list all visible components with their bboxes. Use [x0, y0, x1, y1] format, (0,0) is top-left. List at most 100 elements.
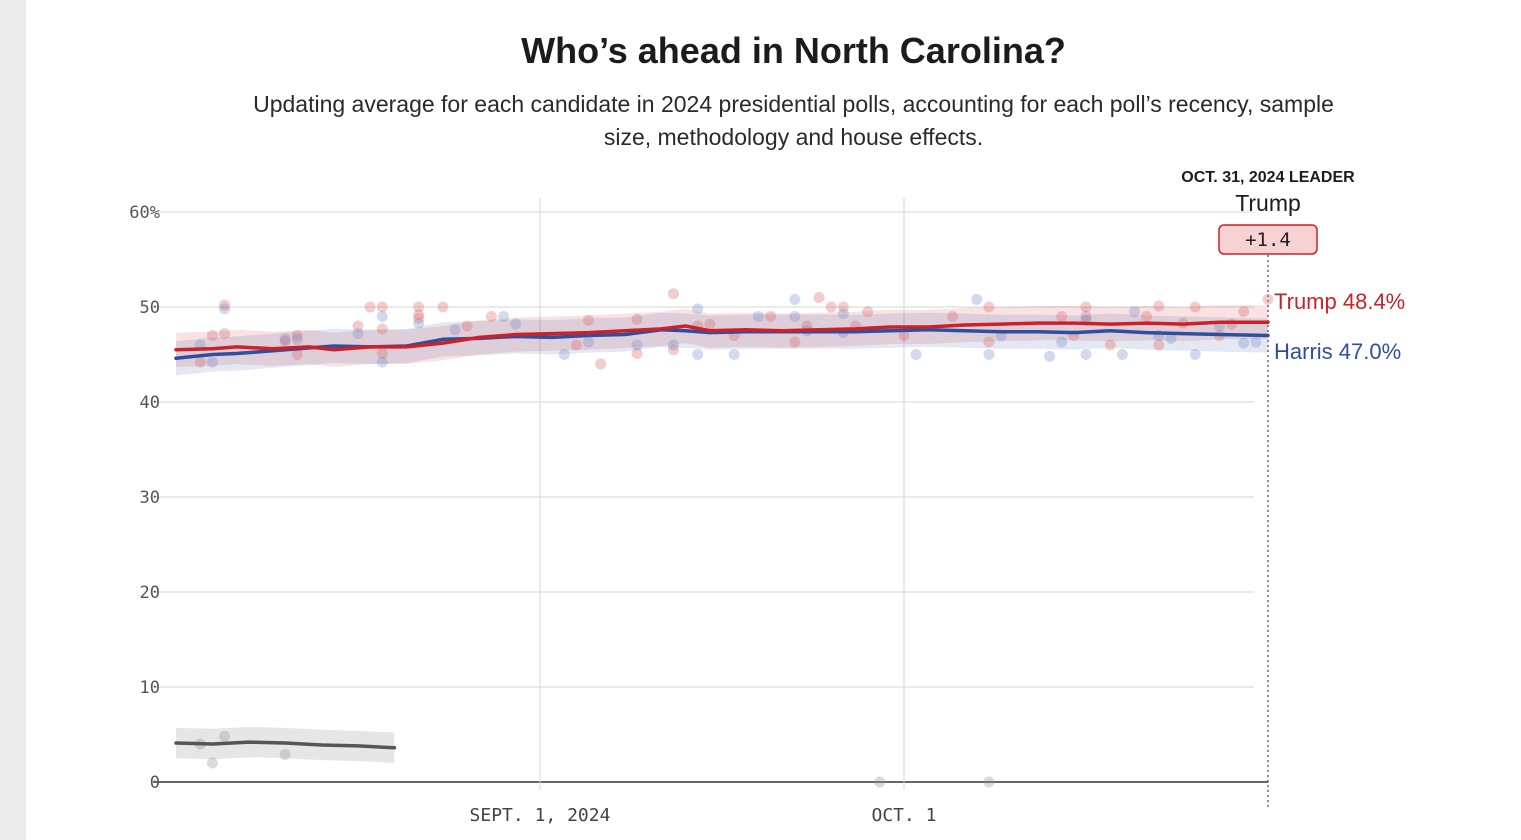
poll-dot-harris — [1250, 336, 1262, 348]
poll-dot-trump — [376, 348, 388, 360]
average-lines — [174, 320, 1270, 750]
poll-dot-harris — [583, 336, 595, 348]
poll-dot-trump — [194, 356, 206, 368]
poll-dot-harris — [219, 303, 231, 315]
poll-dot-trump — [862, 306, 874, 318]
poll-dot-harris — [1056, 336, 1068, 348]
poll-dot-harris — [1080, 311, 1092, 322]
poll-dots — [194, 288, 1274, 788]
gridlines — [153, 198, 1269, 810]
poll-dot-trump — [1189, 301, 1201, 313]
poll-dot-harris — [291, 333, 303, 345]
poll-dot-trump — [825, 301, 837, 313]
poll-dot-trump — [291, 330, 303, 341]
x-tick-label: SEPT. 1, 2024 — [470, 805, 611, 826]
poll-dot-trump — [352, 320, 364, 332]
poll-dot-trump — [291, 349, 303, 360]
poll-dot-harris — [983, 349, 995, 360]
y-tick-label: 60% — [129, 203, 160, 223]
poll-dot-trump — [376, 323, 388, 335]
leader-margin-badge — [1218, 224, 1318, 255]
poll-dot-trump — [437, 301, 449, 313]
chart-subtitle: Updating average for each candidate in 2… — [253, 91, 1334, 150]
chart-labels: 60% 50 40 30 20 10 0 SEPT. 1, 2024 OCT. 1 Trump 4… — [129, 169, 1405, 826]
poll-dot-harris — [376, 311, 388, 322]
y-tick-label: 30 — [140, 488, 160, 508]
poll-dot-trump — [1153, 300, 1165, 312]
poll-dot-trump — [947, 311, 959, 322]
poll-dot-trump — [570, 339, 582, 351]
poll-dot-trump — [413, 309, 425, 321]
poll-dot-harris — [692, 349, 704, 360]
poll-dot-trump — [595, 358, 607, 370]
poll-dot-trump — [376, 301, 388, 313]
poll-dot-other — [874, 776, 886, 788]
poll-dot-harris — [1129, 306, 1141, 318]
poll-dot-trump — [1056, 311, 1068, 322]
y-tick-label: 20 — [140, 583, 160, 603]
y-tick-label: 10 — [140, 678, 160, 698]
poll-dot-trump — [983, 336, 995, 348]
poll-dot-harris — [510, 318, 522, 330]
poll-dot-trump — [1141, 311, 1153, 322]
poll-dot-harris — [449, 324, 461, 336]
poll-dot-trump — [667, 344, 679, 356]
band-other — [176, 726, 395, 763]
poll-dot-harris — [752, 311, 764, 322]
uncertainty-bands — [176, 305, 1268, 763]
poll-dot-harris — [498, 311, 510, 322]
trump-end-label: Trump 48.4% — [1274, 289, 1405, 314]
poll-dot-trump — [983, 301, 995, 313]
poll-dot-harris — [692, 303, 704, 315]
poll-dot-trump — [1226, 318, 1238, 330]
poll-dot-trump — [765, 311, 777, 322]
poll-dot-harris — [1080, 349, 1092, 360]
poll-dot-trump — [485, 311, 497, 322]
poll-dot-harris — [1189, 349, 1201, 360]
line-trump — [174, 320, 1270, 352]
poll-dot-harris — [631, 339, 643, 351]
poll-dot-harris — [728, 349, 740, 360]
page-left-rail — [0, 0, 26, 840]
poll-dot-harris — [1116, 349, 1128, 360]
poll-dot-trump — [667, 288, 679, 300]
poll-dot-harris — [971, 293, 983, 305]
poll-dot-trump — [1262, 293, 1274, 305]
poll-dot-trump — [704, 318, 716, 330]
poll-dot-harris — [789, 311, 801, 322]
poll-dot-trump — [631, 313, 643, 325]
poll-dot-harris — [1238, 337, 1250, 349]
poll-dot-trump — [1238, 306, 1250, 318]
poll-dot-trump — [1080, 301, 1092, 313]
poll-dot-harris — [376, 356, 388, 368]
y-tick-label: 50 — [140, 298, 160, 318]
leader-margin-value: +1.4 — [1245, 229, 1291, 251]
poll-dot-harris — [667, 339, 679, 351]
poll-dot-trump — [837, 301, 849, 313]
x-tick-label: OCT. 1 — [871, 805, 936, 826]
poll-dot-trump — [813, 292, 825, 303]
poll-dot-other — [983, 776, 995, 788]
poll-dot-harris — [558, 349, 570, 360]
y-tick-label: 40 — [140, 393, 160, 413]
leader-name: Trump — [1235, 190, 1301, 216]
poll-dot-trump — [413, 312, 425, 324]
poll-dot-trump — [1153, 339, 1165, 351]
poll-dot-other — [279, 748, 291, 760]
poll-dot-trump — [461, 320, 473, 332]
poll-dot-other — [219, 730, 231, 742]
poll-dot-harris — [910, 349, 922, 360]
band-trump — [176, 305, 1268, 367]
poll-dot-trump — [219, 299, 231, 311]
y-tick-label: 0 — [150, 773, 160, 793]
poll-dot-harris — [206, 356, 218, 368]
poll-dot-harris — [789, 293, 801, 305]
poll-dot-trump — [898, 330, 910, 341]
poll-dot-trump — [219, 328, 231, 340]
poll-dot-trump — [631, 348, 643, 360]
poll-dot-trump — [206, 330, 218, 341]
poll-dot-harris — [837, 308, 849, 320]
leader-date-label: OCT. 31, 2024 LEADER — [1181, 169, 1355, 186]
poll-dot-trump — [1104, 339, 1116, 351]
poll-dot-harris — [1165, 332, 1177, 344]
